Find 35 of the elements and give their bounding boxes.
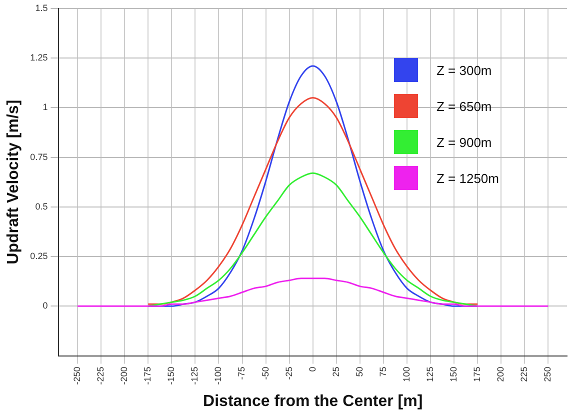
- x-tick-label: -200: [119, 366, 130, 385]
- x-tick-label: -250: [72, 366, 82, 385]
- x-tick-label: 125: [425, 366, 435, 382]
- y-axis-title: Updraft Velocity [m/s]: [5, 100, 22, 264]
- x-tick-label: -225: [96, 366, 106, 385]
- y-tick-label: 0.5: [35, 201, 48, 212]
- x-tick-label: 100: [401, 366, 412, 382]
- legend-label: Z = 300m: [436, 62, 492, 78]
- x-tick-label: 200: [496, 366, 506, 382]
- y-tick-label: 1.5: [35, 2, 48, 13]
- x-tick-label: 25: [330, 366, 341, 377]
- x-tick-label: -175: [142, 366, 153, 385]
- x-tick-label: -75: [236, 366, 247, 380]
- y-tick-label: 1: [42, 102, 48, 112]
- x-tick-label: 175: [472, 366, 482, 382]
- x-axis-title: Distance from the Center [m]: [203, 392, 423, 410]
- x-tick-label: -125: [190, 366, 200, 385]
- x-tick-label: 225: [519, 366, 530, 382]
- y-tick-label: 0.75: [30, 152, 48, 162]
- x-tick-label: 250: [542, 366, 553, 382]
- x-tick-label: 150: [448, 366, 459, 382]
- y-tick-label: 0: [42, 300, 48, 311]
- y-tick-label: 0.25: [30, 251, 48, 262]
- legend-label: Z = 650m: [436, 98, 492, 114]
- x-tick-label: -150: [166, 366, 176, 385]
- x-tick-label: -25: [284, 366, 294, 380]
- legend-label: Z = 1250m: [436, 170, 499, 186]
- x-tick-label: -50: [260, 366, 270, 380]
- x-tick-label: -100: [213, 366, 224, 385]
- x-tick-label: 0: [307, 366, 318, 372]
- x-tick-label: 50: [354, 366, 364, 377]
- x-tick-label: 75: [378, 366, 388, 377]
- y-tick-label: 1.25: [30, 52, 48, 63]
- line-series: [76, 278, 549, 307]
- legend-label: Z = 900m: [436, 134, 492, 150]
